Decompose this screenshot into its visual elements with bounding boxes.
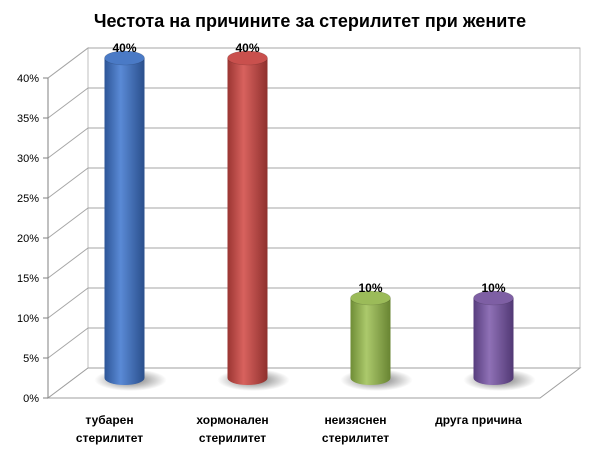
data-labels: 40% 40% 10% 10% <box>112 41 505 295</box>
x-tick-label: тубарен стерилитет <box>76 413 143 445</box>
bar <box>340 290 413 391</box>
y-tick-label: 30% <box>17 153 39 165</box>
data-label: 10% <box>358 281 382 295</box>
gridline <box>47 327 580 359</box>
chart-floor <box>46 367 582 399</box>
data-label: 40% <box>235 41 259 55</box>
bar <box>94 50 167 391</box>
y-tick-label: 0% <box>23 393 39 405</box>
bar <box>463 290 536 391</box>
bar-body <box>350 298 391 386</box>
bar-top <box>350 290 391 306</box>
floor-plane <box>46 367 582 399</box>
gridline <box>47 247 580 279</box>
y-tick-label: 20% <box>17 233 39 245</box>
bar-body <box>227 58 268 386</box>
y-tick-label: 5% <box>23 353 39 365</box>
data-label: 10% <box>481 281 505 295</box>
x-tick-label: друга причина <box>435 413 522 427</box>
y-tick-label: 15% <box>17 273 39 285</box>
gridline <box>47 47 580 79</box>
bar-top <box>104 50 145 66</box>
gridline <box>47 167 580 199</box>
x-axis-labels: тубарен стерилитет хормонален стерилитет неи… <box>76 413 522 445</box>
bar-body <box>473 298 514 386</box>
gridlines <box>47 47 580 359</box>
gridline <box>47 207 580 239</box>
bar <box>217 50 290 391</box>
gridline <box>47 127 580 159</box>
bars <box>94 50 536 391</box>
y-axis-ticks: 0% 5% 10% 15% 20% 25% 30% 35% 40% <box>17 73 49 405</box>
y-tick-label: 10% <box>17 313 39 325</box>
bar-body <box>104 58 145 386</box>
y-tick-label: 35% <box>17 113 39 125</box>
bar-top <box>227 50 268 66</box>
y-tick-label: 25% <box>17 193 39 205</box>
bar-top <box>473 290 514 306</box>
gridline <box>47 87 580 119</box>
gridline <box>47 287 580 319</box>
x-tick-label: хормонален стерилитет <box>196 413 268 445</box>
data-label: 40% <box>112 41 136 55</box>
y-tick-label: 40% <box>17 73 39 85</box>
x-tick-label: неизяснен стерилитет <box>322 413 389 445</box>
chart-title: Честота на причините за стерилитет при ж… <box>94 11 526 31</box>
